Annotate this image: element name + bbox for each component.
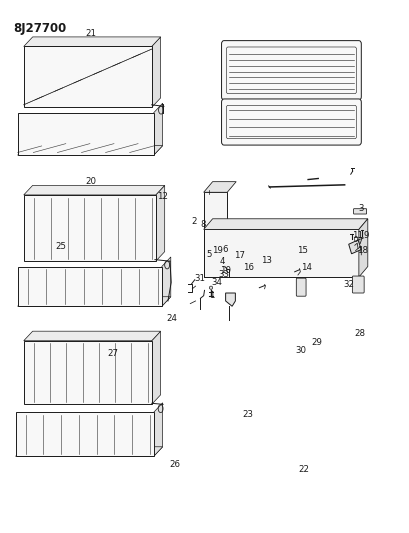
Polygon shape (154, 403, 163, 456)
Text: 14: 14 (301, 263, 312, 272)
Text: 28: 28 (355, 329, 366, 338)
Polygon shape (162, 257, 171, 306)
Text: 23: 23 (243, 410, 254, 419)
Text: 9: 9 (364, 231, 369, 240)
Polygon shape (18, 146, 163, 155)
Polygon shape (24, 195, 156, 261)
Polygon shape (24, 37, 161, 46)
FancyBboxPatch shape (354, 209, 366, 214)
Text: 8J27700: 8J27700 (13, 21, 67, 35)
Text: 30: 30 (295, 346, 306, 355)
Text: 26: 26 (169, 460, 180, 469)
Text: 12: 12 (157, 192, 168, 201)
Text: 6: 6 (223, 245, 228, 254)
Polygon shape (204, 219, 368, 229)
Text: 4: 4 (220, 257, 225, 265)
FancyBboxPatch shape (296, 278, 306, 296)
Text: 27: 27 (107, 350, 118, 359)
Polygon shape (349, 240, 361, 254)
Polygon shape (226, 293, 235, 306)
Text: 5: 5 (207, 251, 212, 260)
Polygon shape (152, 331, 161, 405)
Polygon shape (16, 447, 163, 456)
Polygon shape (18, 297, 171, 306)
FancyBboxPatch shape (222, 41, 361, 100)
FancyBboxPatch shape (222, 99, 361, 145)
Text: 31: 31 (195, 273, 206, 282)
Text: 11: 11 (353, 231, 363, 240)
Text: 20: 20 (85, 177, 97, 186)
Text: 3: 3 (359, 204, 364, 213)
Polygon shape (204, 182, 236, 192)
Polygon shape (24, 185, 165, 195)
Text: 24: 24 (167, 314, 178, 323)
Text: 1: 1 (209, 291, 215, 300)
Polygon shape (156, 185, 165, 261)
Text: 16: 16 (243, 263, 254, 271)
Text: 33: 33 (218, 270, 229, 279)
Polygon shape (359, 219, 368, 277)
Text: 21: 21 (85, 29, 97, 38)
Polygon shape (18, 113, 154, 155)
Text: 19: 19 (212, 246, 223, 255)
Text: 32: 32 (344, 280, 355, 289)
Text: 10: 10 (220, 266, 231, 275)
Text: 13: 13 (261, 256, 272, 265)
Polygon shape (24, 331, 161, 341)
Polygon shape (16, 413, 154, 456)
Polygon shape (18, 266, 162, 306)
Text: 15: 15 (297, 246, 308, 255)
Polygon shape (154, 103, 163, 155)
Polygon shape (24, 46, 152, 108)
Polygon shape (152, 37, 161, 108)
Text: 7: 7 (357, 237, 363, 246)
Polygon shape (24, 341, 152, 405)
Text: 17: 17 (234, 252, 245, 261)
Text: 2: 2 (191, 217, 197, 226)
Text: 22: 22 (298, 465, 309, 473)
FancyBboxPatch shape (353, 276, 364, 293)
Polygon shape (204, 229, 359, 277)
Text: 18: 18 (357, 246, 368, 255)
Polygon shape (204, 192, 227, 277)
Text: 25: 25 (55, 242, 66, 251)
Text: 29: 29 (311, 338, 322, 347)
Text: 34: 34 (211, 278, 222, 287)
Text: 8: 8 (200, 220, 206, 229)
Ellipse shape (209, 286, 213, 289)
